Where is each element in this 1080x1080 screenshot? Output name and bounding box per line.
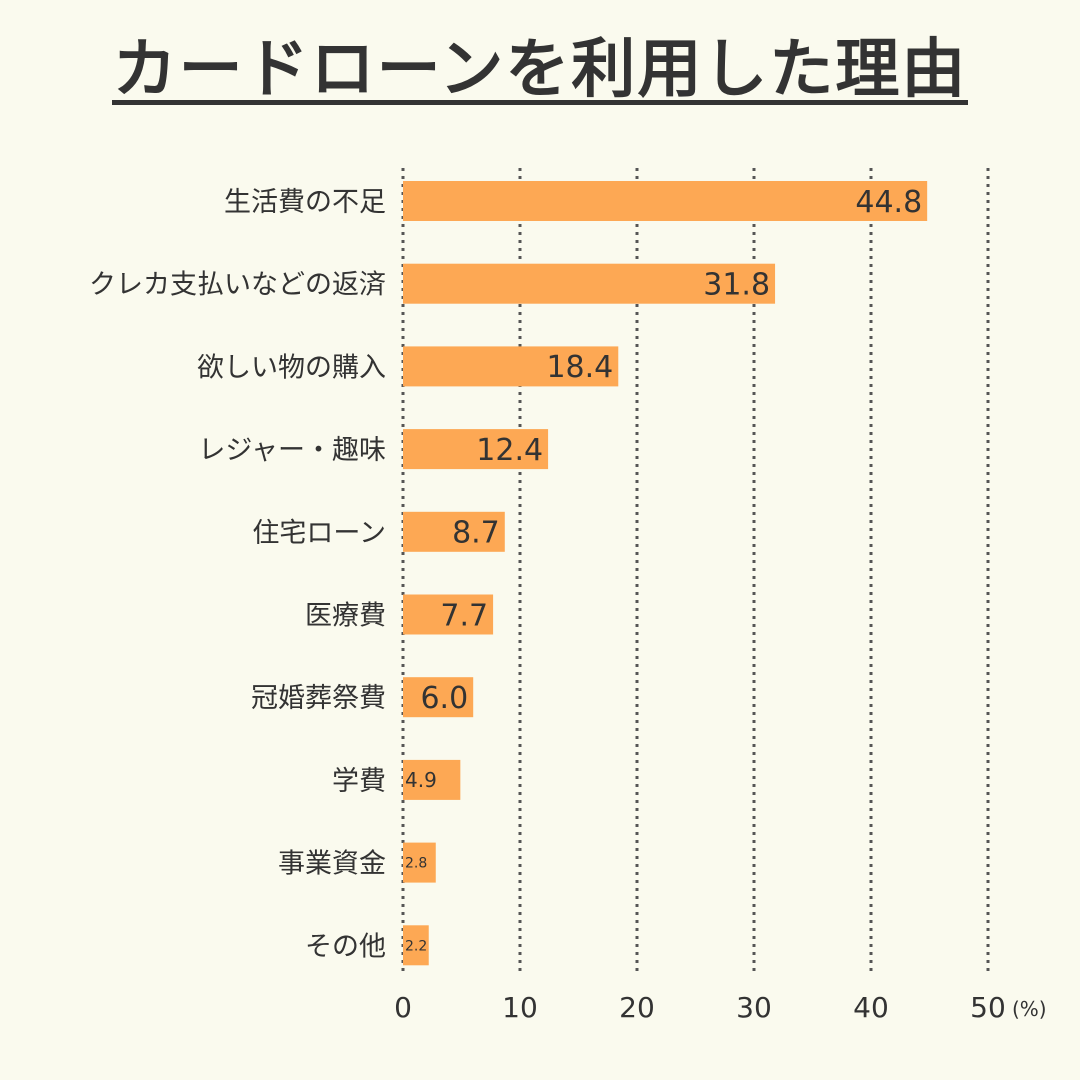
value-label: 4.9 [405, 768, 437, 792]
value-label: 7.7 [440, 598, 488, 633]
bar [403, 346, 619, 387]
category-label: その他 [305, 931, 386, 962]
bar [403, 511, 505, 552]
category-label: クレカ支払いなどの返済 [89, 270, 386, 301]
category-label: 医療費 [305, 601, 386, 632]
x-tick-label: 30 [736, 991, 772, 1024]
x-tick-label: 50 [970, 991, 1006, 1024]
value-label: 2.2 [405, 938, 427, 954]
category-label: 生活費の不足 [224, 187, 386, 218]
value-label: 18.4 [546, 350, 613, 385]
bar [403, 677, 474, 718]
chart-title: カードローンを利用した理由 [112, 33, 968, 107]
bar [403, 429, 549, 470]
bar [403, 263, 776, 304]
category-label: 欲しい物の購入 [197, 352, 386, 383]
value-label: 31.8 [703, 268, 770, 303]
bar [403, 759, 461, 800]
category-label: 住宅ローン [252, 518, 386, 549]
x-tick-label: 20 [619, 991, 655, 1024]
category-label: 学費 [332, 766, 386, 797]
title-underline [112, 100, 968, 105]
bar [403, 925, 429, 966]
x-tick-label: 10 [502, 991, 538, 1024]
bar [403, 842, 436, 883]
value-label: 44.8 [855, 185, 922, 220]
bar [403, 594, 494, 635]
value-label: 2.8 [405, 856, 427, 872]
value-label: 12.4 [476, 433, 543, 468]
category-label: レジャー・趣味 [198, 435, 386, 466]
value-label: 6.0 [420, 681, 468, 716]
x-tick-label: 0 [394, 991, 412, 1024]
category-label: 事業資金 [278, 849, 386, 880]
value-label: 8.7 [452, 516, 500, 551]
bar [403, 181, 928, 221]
category-label: 冠婚葬祭費 [251, 683, 386, 714]
x-tick-label: 40 [853, 991, 889, 1024]
x-unit-label: (%) [1012, 997, 1047, 1021]
